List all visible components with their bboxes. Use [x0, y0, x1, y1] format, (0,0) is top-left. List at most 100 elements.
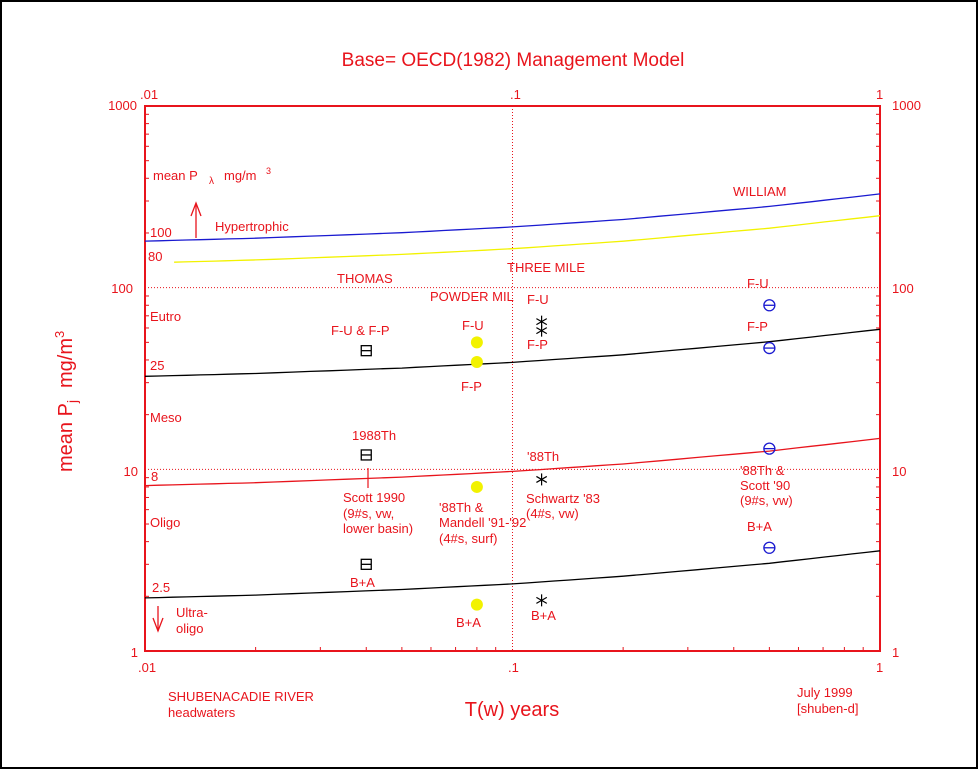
- data-point-square: [360, 345, 372, 357]
- annotation: 8: [151, 469, 158, 484]
- annotation: Ultra-: [176, 605, 208, 620]
- x-bottom-tick: 1: [876, 660, 883, 675]
- annotation: B+A: [531, 608, 556, 623]
- circle-marker: [470, 355, 483, 368]
- curve-oligo-boundary-2.5: [144, 550, 881, 599]
- annotation: '88Th: [527, 449, 559, 464]
- annotation: THOMAS: [337, 271, 393, 286]
- data-markers: [360, 299, 776, 611]
- asterisk-stroke: [536, 327, 548, 335]
- asterisk-stroke: [536, 475, 548, 483]
- y-right-tick: 1000: [892, 98, 921, 113]
- data-point-theta-circle: [763, 442, 776, 455]
- annotation: mean P: [153, 168, 198, 183]
- circle-marker: [470, 336, 483, 349]
- annotation: [shuben-d]: [797, 701, 858, 716]
- annotation: Schwartz '83: [526, 491, 600, 506]
- y-axis-label-sup: 3: [52, 331, 67, 338]
- x-bottom-tick: .1: [508, 660, 519, 675]
- annotation: 2.5: [152, 580, 170, 595]
- annotation: (9#s, vw): [740, 493, 793, 508]
- data-point-theta-circle: [763, 299, 776, 312]
- annotation: F-P: [461, 379, 482, 394]
- x-axis-label: T(w) years: [465, 699, 559, 721]
- data-point-theta-circle: [763, 341, 776, 355]
- annotation: (9#s, vw,: [343, 506, 394, 521]
- x-bottom-tick: .01: [138, 660, 156, 675]
- annotation: B+A: [350, 575, 375, 590]
- annotation: WILLIAM: [733, 184, 786, 199]
- annotation: F-U: [747, 276, 769, 291]
- annotation: F-P: [747, 319, 768, 334]
- annotation: Mandell '91-'92: [439, 515, 526, 530]
- annotation: Oligo: [150, 515, 180, 530]
- data-point-asterisk: [536, 324, 548, 337]
- curve-eutro-boundary-25: [144, 328, 881, 377]
- x-top-tick: .1: [510, 87, 521, 102]
- annotation: THREE MILE: [507, 260, 585, 275]
- data-point-asterisk: [536, 473, 548, 486]
- x-top-tick: .01: [140, 87, 158, 102]
- annotation: Scott '90: [740, 478, 790, 493]
- down-arrow-icon: [152, 606, 164, 633]
- annotation: F-U & F-P: [331, 323, 390, 338]
- x-top-tick: 1: [876, 87, 883, 102]
- annotation: B+A: [456, 615, 481, 630]
- y-left-tick: 10: [124, 464, 138, 479]
- curve-meso-boundary-8: [144, 437, 881, 487]
- y-right-tick: 100: [892, 281, 914, 296]
- y-right-tick: 1: [892, 645, 899, 660]
- annotation: SHUBENACADIE RIVER: [168, 689, 314, 704]
- annotation: 1988Th: [352, 428, 396, 443]
- data-point-square: [360, 558, 372, 570]
- data-point-filled-circle: [470, 355, 483, 368]
- annotation: Scott 1990: [343, 490, 405, 505]
- annotation: oligo: [176, 621, 203, 636]
- annotation: (4#s, surf): [439, 531, 498, 546]
- boundary-curves: [144, 193, 881, 599]
- annotation: 100: [150, 225, 172, 240]
- curve-boundary-80: [174, 215, 881, 263]
- data-point-square: [360, 449, 372, 461]
- data-point-filled-circle: [470, 480, 483, 493]
- annotation: Hypertrophic: [215, 219, 289, 234]
- circle-marker: [470, 598, 483, 611]
- data-point-asterisk: [536, 594, 548, 607]
- annotation: Eutro: [150, 309, 181, 324]
- annotation: 25: [150, 358, 164, 373]
- annotation: B+A: [747, 519, 772, 534]
- circle-marker: [470, 480, 483, 493]
- y-right-tick: 10: [892, 464, 906, 479]
- annotation: lower basin): [343, 521, 413, 536]
- y-axis-label-main: mean P: [55, 403, 77, 472]
- annotation: 3: [266, 166, 271, 176]
- gridlines: [145, 106, 880, 651]
- annotations: mean P λ mg/m 3 100 Hypertrophic 80 Eutr…: [148, 166, 858, 720]
- y-axis-label: mean P j mg/m 3: [52, 331, 80, 472]
- annotation: '88Th &: [439, 500, 484, 515]
- y-axis-label-sub: j: [64, 400, 80, 404]
- annotation: F-P: [527, 337, 548, 352]
- plot-frame: [144, 105, 881, 652]
- data-point-filled-circle: [470, 336, 483, 349]
- asterisk-stroke: [536, 596, 548, 604]
- y-left-tick: 1000: [108, 98, 137, 113]
- annotation: 80: [148, 249, 162, 264]
- annotation: July 1999: [797, 685, 853, 700]
- y-left-tick: 1: [131, 645, 138, 660]
- annotation: F-U: [462, 318, 484, 333]
- annotation: F-U: [527, 292, 549, 307]
- y-axis-label-units: mg/m: [55, 338, 77, 388]
- annotation: POWDER MIL: [430, 289, 514, 304]
- chart-title: Base= OECD(1982) Management Model: [342, 50, 685, 71]
- annotation: mg/m: [224, 168, 257, 183]
- curve-hypertrophic-boundary-100: [144, 193, 881, 242]
- annotation: (4#s, vw): [526, 506, 579, 521]
- data-point-theta-circle: [763, 541, 776, 554]
- asterisk-stroke: [536, 318, 548, 326]
- annotation: headwaters: [168, 705, 236, 720]
- y-left-tick: 100: [111, 281, 133, 296]
